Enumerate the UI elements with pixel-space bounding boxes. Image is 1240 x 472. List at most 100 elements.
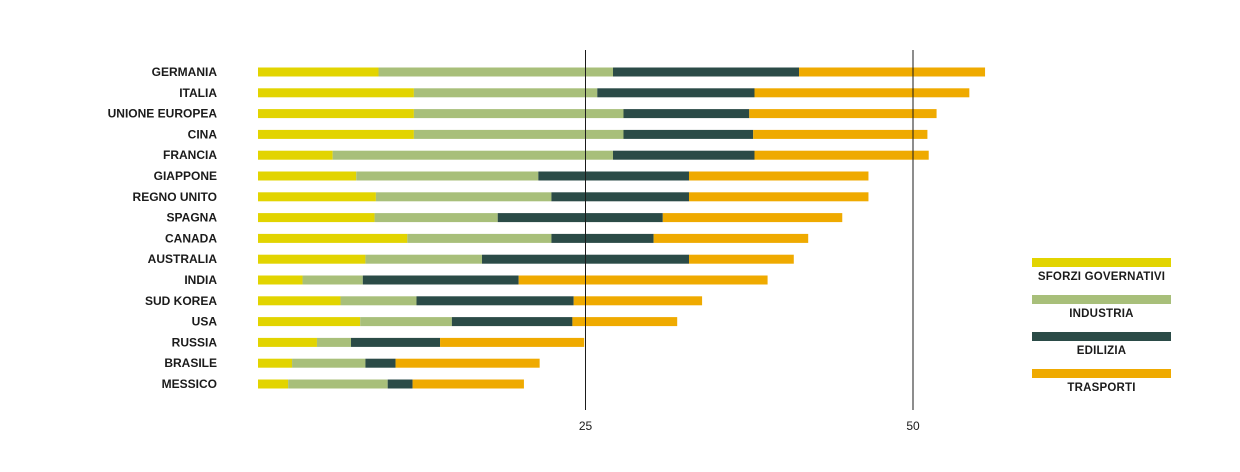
bar-row [258, 337, 585, 347]
category-label: BRASILE [164, 356, 217, 370]
bar-segment-industria [407, 233, 552, 243]
bar-segment-sforzi-governativi [258, 317, 361, 327]
bar-segment-edilizia [597, 88, 755, 98]
bar-segment-sforzi-governativi [258, 129, 414, 139]
bar-segment-edilizia [451, 317, 573, 327]
legend-item-edilizia: EDILIZIA [1032, 332, 1171, 357]
bar-segment-industria [340, 296, 417, 306]
bar-segment-trasporti [653, 233, 809, 243]
category-label: MESSICO [162, 377, 217, 391]
bar-segment-trasporti [662, 213, 843, 223]
bar-segment-industria [374, 213, 498, 223]
bar-segment-industria [292, 358, 366, 368]
bar-row [258, 171, 869, 181]
bar-row [258, 233, 809, 243]
legend: SFORZI GOVERNATIVI INDUSTRIA EDILIZIA TR… [1032, 258, 1171, 406]
bar-segment-sforzi-governativi [258, 337, 317, 347]
bar-segment-edilizia [551, 233, 654, 243]
bar-segment-edilizia [623, 109, 750, 119]
bar-row [258, 358, 540, 368]
bar-row [258, 150, 929, 160]
bar-segment-sforzi-governativi [258, 192, 376, 202]
bar-segment-sforzi-governativi [258, 254, 366, 264]
legend-item-industria: INDUSTRIA [1032, 295, 1171, 320]
category-label: SPAGNA [167, 211, 218, 225]
bar-segment-sforzi-governativi [258, 358, 293, 368]
bar-segment-industria [360, 317, 452, 327]
stacked-bar-chart: GERMANIA ITALIA UNIONE EUROPEA CINA FRANCIA G… [108, 50, 986, 433]
bar-row [258, 192, 869, 202]
bar-row [258, 379, 524, 389]
bar-segment-edilizia [387, 379, 413, 389]
bar-segment-trasporti [688, 254, 794, 264]
bar-segment-industria [316, 337, 352, 347]
bar-segment-trasporti [749, 109, 937, 119]
legend-item-trasporti: TRASPORTI [1032, 369, 1171, 394]
legend-swatch [1032, 369, 1171, 378]
legend-swatch [1032, 258, 1171, 267]
bar-row [258, 109, 937, 119]
category-label: UNIONE EUROPEA [108, 107, 218, 121]
bar-segment-edilizia [497, 213, 663, 223]
bar-segment-trasporti [572, 317, 678, 327]
bar-segment-industria [378, 67, 614, 77]
bar-row [258, 275, 768, 285]
bar-segment-industria [356, 171, 539, 181]
legend-label: EDILIZIA [1076, 345, 1127, 357]
legend-item-sforzi-governativi: SFORZI GOVERNATIVI [1032, 258, 1171, 283]
bar-segment-sforzi-governativi [258, 150, 333, 160]
category-label: CANADA [165, 231, 217, 245]
bar-row [258, 88, 970, 98]
legend-label: INDUSTRIA [1069, 308, 1134, 320]
bar-segment-trasporti [440, 337, 585, 347]
bar-segment-edilizia [365, 358, 396, 368]
bar-segment-trasporti [688, 192, 869, 202]
bar-segment-sforzi-governativi [258, 213, 375, 223]
category-label: AUSTRALIA [148, 252, 218, 266]
category-label: GERMANIA [152, 65, 218, 79]
bar-segment-edilizia [551, 192, 689, 202]
bar-segment-edilizia [351, 337, 441, 347]
bar-segment-edilizia [538, 171, 689, 181]
bar-segment-trasporti [799, 67, 986, 77]
bar-segment-trasporti [753, 129, 928, 139]
bar-segment-edilizia [613, 67, 800, 77]
legend-swatch [1032, 295, 1171, 304]
bar-segment-sforzi-governativi [258, 88, 414, 98]
bar-row [258, 213, 843, 223]
bar-segment-industria [375, 192, 552, 202]
bar-row [258, 296, 703, 306]
bar-segment-industria [288, 379, 388, 389]
bar-segment-industria [302, 275, 363, 285]
bar-segment-industria [365, 254, 483, 264]
category-label: REGNO UNITO [133, 190, 217, 204]
category-label: SUD KOREA [145, 294, 217, 308]
legend-swatch [1032, 332, 1171, 341]
bar-row [258, 129, 928, 139]
category-label: CINA [188, 127, 218, 141]
bar-segment-edilizia [613, 150, 755, 160]
x-tick-label: 50 [906, 419, 920, 433]
category-label: FRANCIA [163, 148, 217, 162]
bar-segment-trasporti [688, 171, 869, 181]
x-tick-label: 25 [579, 419, 593, 433]
bar-segment-industria [413, 88, 598, 98]
bar-segment-edilizia [416, 296, 574, 306]
bar-segment-sforzi-governativi [258, 67, 379, 77]
bar-row [258, 67, 986, 77]
category-label: INDIA [184, 273, 217, 287]
bar-segment-trasporti [395, 358, 540, 368]
bar-segment-sforzi-governativi [258, 296, 341, 306]
category-label: RUSSIA [172, 335, 218, 349]
bar-segment-trasporti [573, 296, 703, 306]
legend-label: TRASPORTI [1067, 382, 1136, 394]
category-label: USA [192, 315, 218, 329]
bar-segment-edilizia [623, 129, 754, 139]
bar-segment-industria [413, 129, 624, 139]
bar-segment-sforzi-governativi [258, 275, 303, 285]
bar-segment-sforzi-governativi [258, 233, 408, 243]
bar-segment-industria [332, 150, 614, 160]
bar-segment-trasporti [518, 275, 768, 285]
bar-row [258, 254, 794, 264]
bar-segment-sforzi-governativi [258, 109, 414, 119]
